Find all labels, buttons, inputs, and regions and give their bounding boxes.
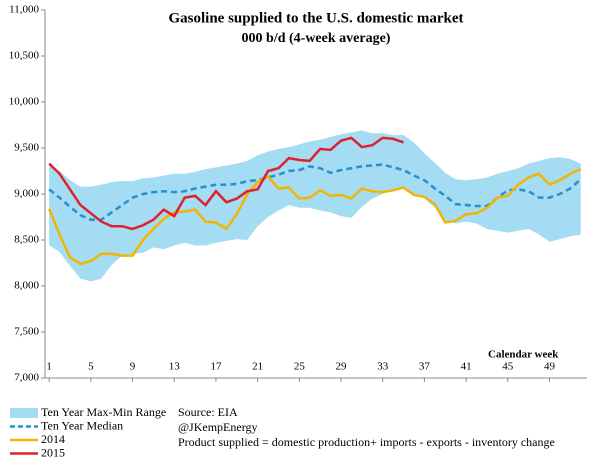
x-axis-title: Calendar week — [488, 349, 559, 361]
series-line — [48, 136, 404, 231]
x-tick-label: 33 — [377, 361, 389, 373]
x-tick-label: 25 — [294, 361, 306, 373]
x-tick-label: 13 — [169, 361, 181, 373]
range-band — [49, 130, 581, 282]
legend-label: 2015 — [41, 445, 65, 459]
x-tick-label: 41 — [461, 361, 472, 373]
legend-swatch — [10, 408, 38, 418]
x-tick-label: 1 — [46, 361, 52, 373]
chart-title: Gasoline supplied to the U.S. domestic m… — [168, 10, 463, 26]
y-tick-label: 8,000 — [14, 280, 39, 292]
x-tick-label: 5 — [88, 361, 94, 373]
y-tick-label: 10,000 — [9, 96, 40, 108]
x-tick-label: 9 — [130, 361, 136, 373]
x-tick-label: 37 — [419, 361, 431, 373]
x-tick-label: 21 — [252, 361, 263, 373]
y-tick-label: 11,000 — [9, 4, 39, 16]
x-tick-label: 49 — [544, 361, 556, 373]
chart-subtitle: 000 b/d (4-week average) — [242, 31, 391, 46]
annotation: @JKempEnergy — [178, 420, 257, 434]
y-tick-label: 10,500 — [9, 50, 40, 62]
annotation: Product supplied = domestic production+ … — [178, 435, 555, 449]
x-tick-label: 17 — [210, 361, 222, 373]
y-tick-label: 9,500 — [14, 142, 39, 154]
x-tick-label: 45 — [502, 361, 514, 373]
legend-label: 2014 — [41, 432, 65, 446]
series-line — [48, 168, 582, 266]
legend-label: Ten Year Max-Min Range — [41, 405, 166, 419]
y-tick-label: 8,500 — [14, 234, 39, 246]
y-tick-label: 9,000 — [14, 188, 39, 200]
y-tick-label: 7,500 — [14, 326, 39, 338]
x-tick-label: 29 — [336, 361, 348, 373]
y-tick-label: 7,000 — [14, 372, 39, 384]
annotation: Source: EIA — [178, 405, 238, 419]
legend-label: Ten Year Median — [41, 418, 123, 432]
